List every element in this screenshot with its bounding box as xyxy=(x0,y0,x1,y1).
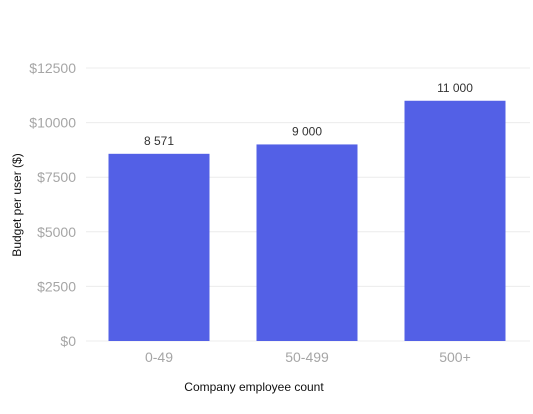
bars xyxy=(108,100,506,341)
x-axis-label: Company employee count xyxy=(184,380,324,394)
data-label: 8 571 xyxy=(144,134,174,148)
y-tick-label: $2500 xyxy=(37,278,76,294)
y-tick-label: $12500 xyxy=(29,60,76,76)
y-tick-label: $10000 xyxy=(29,115,76,131)
y-tick-label: $5000 xyxy=(37,224,76,240)
bar xyxy=(404,100,506,341)
data-label: 11 000 xyxy=(437,81,473,95)
data-labels: 8 571 9 000 11 000 xyxy=(144,81,473,148)
x-tick-label: 500+ xyxy=(439,349,471,365)
x-axis-ticks: 0-49 50-499 500+ xyxy=(145,349,471,365)
x-tick-label: 0-49 xyxy=(145,349,173,365)
y-axis-label: Budget per user ($) xyxy=(10,153,24,256)
bar xyxy=(108,153,210,341)
x-tick-label: 50-499 xyxy=(285,349,329,365)
bar xyxy=(256,144,358,341)
y-tick-label: $7500 xyxy=(37,169,76,185)
y-axis-ticks: $0 $2500 $5000 $7500 $10000 $12500 xyxy=(29,60,76,349)
data-label: 9 000 xyxy=(292,124,322,138)
y-tick-label: $0 xyxy=(60,333,76,349)
